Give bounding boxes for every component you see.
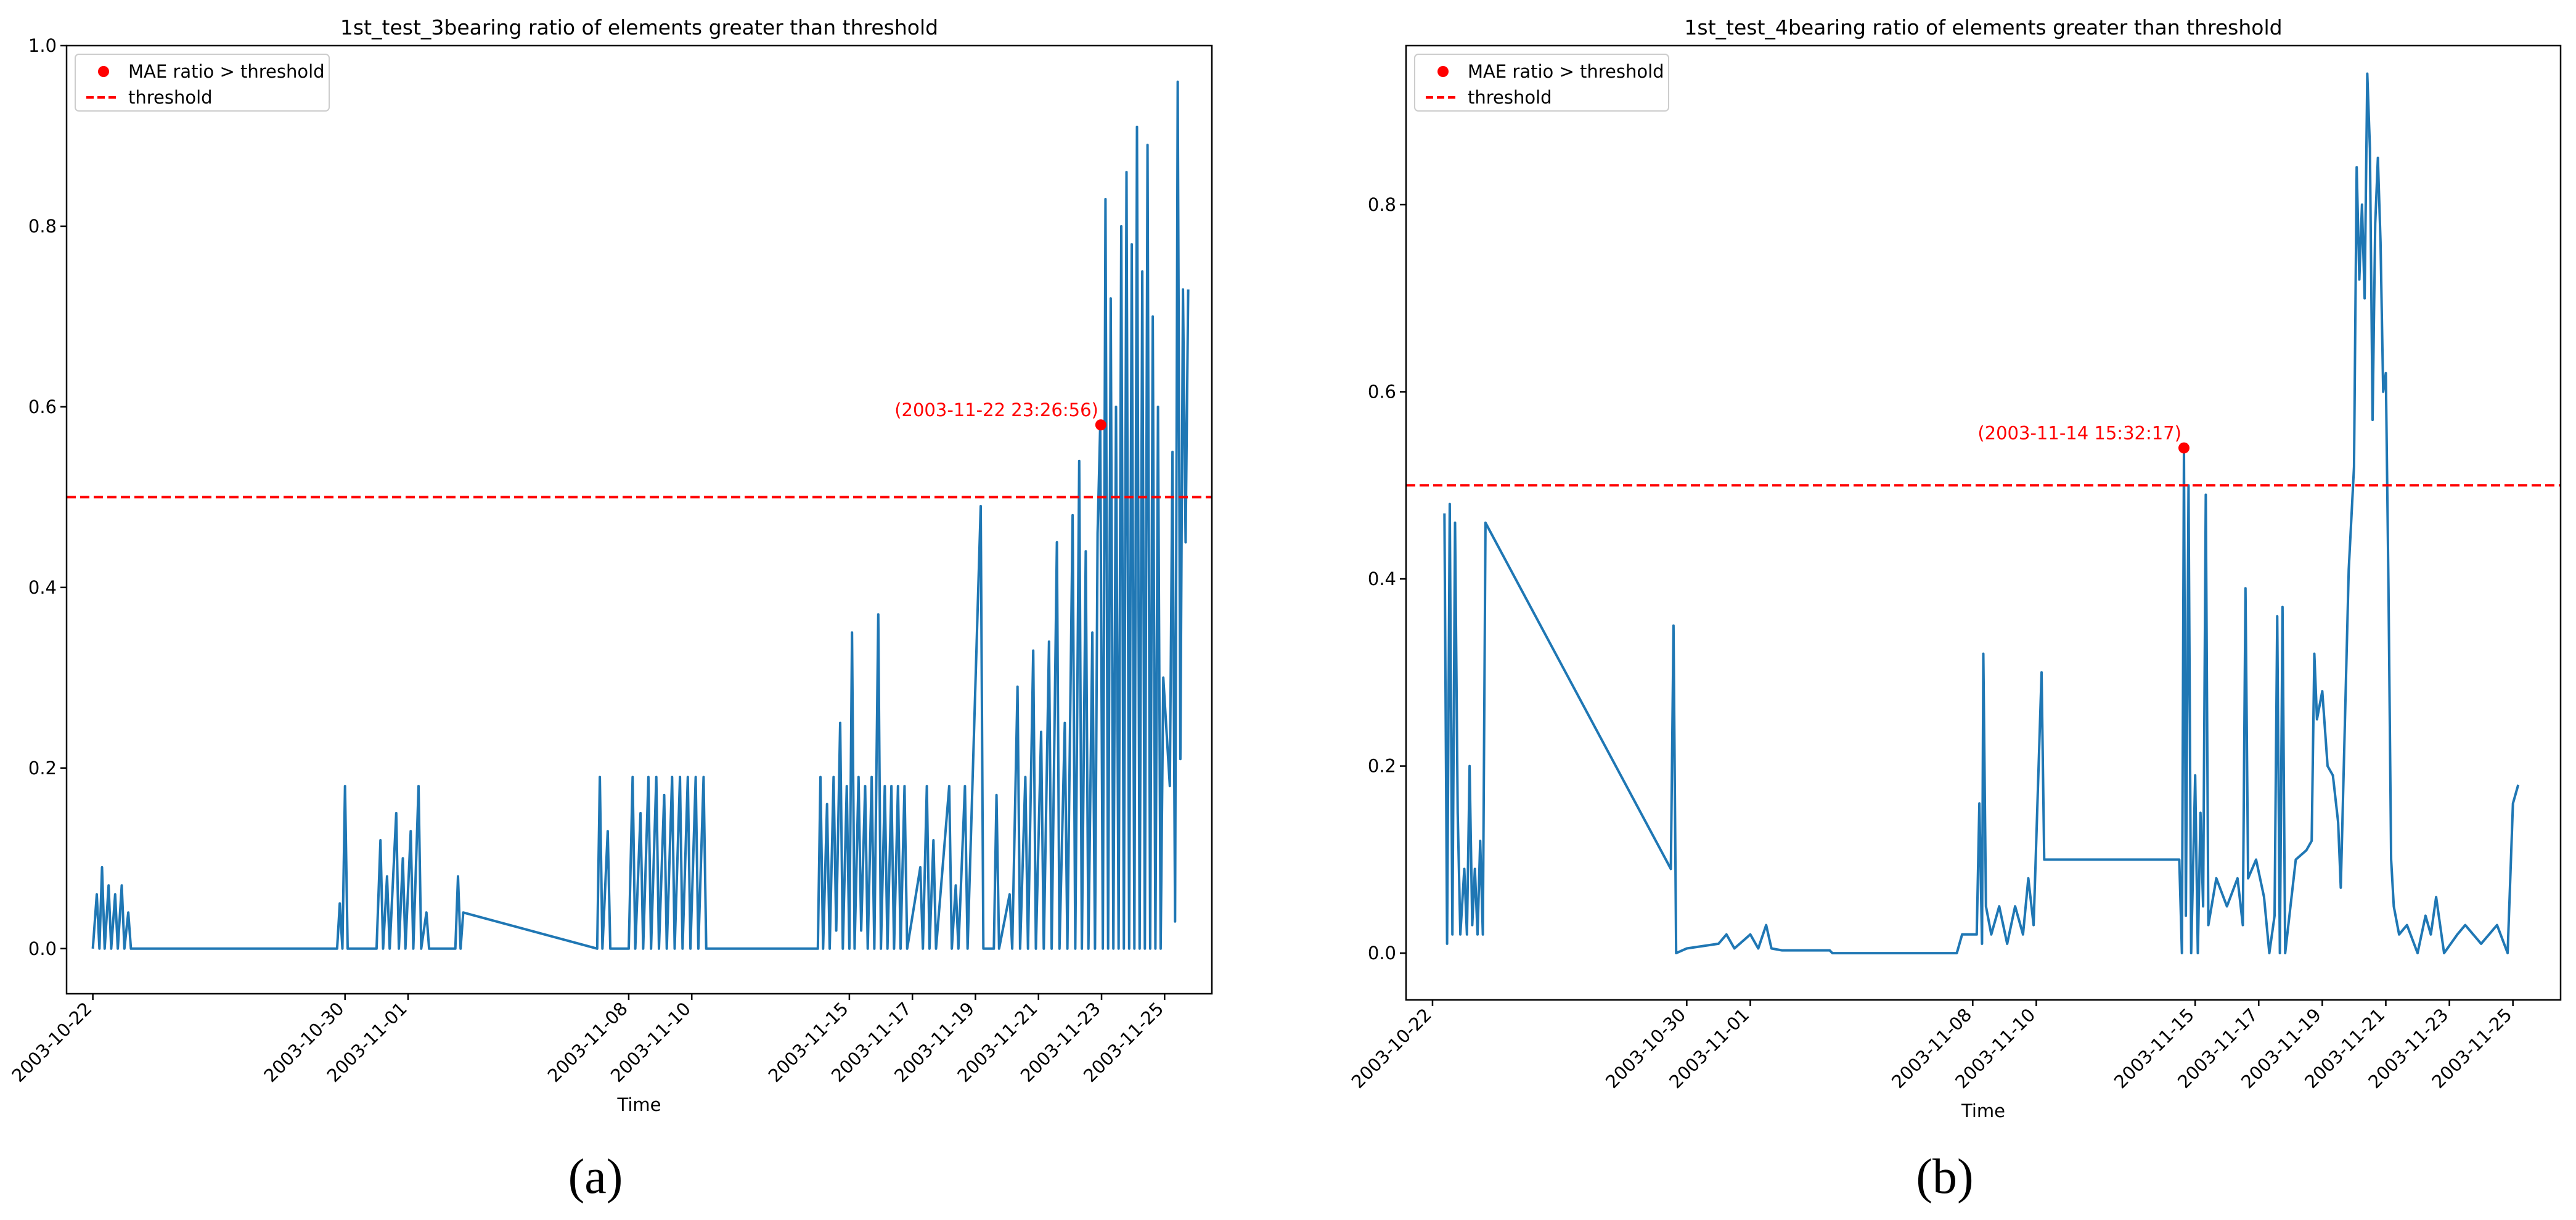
marker-annotation: (2003-11-22 23:26:56) xyxy=(894,399,1098,420)
y-tick-label: 0.2 xyxy=(1368,756,1396,777)
y-tick-label: 1.0 xyxy=(28,35,57,56)
data-series-line xyxy=(91,80,1190,950)
y-tick-label: 0.8 xyxy=(28,216,57,237)
legend-box xyxy=(1414,54,1669,112)
y-tick-label: 0.8 xyxy=(1368,194,1396,215)
y-tick-label: 0.4 xyxy=(28,577,57,598)
axes-frame xyxy=(65,44,1213,995)
x-axis-label: Time xyxy=(617,1094,661,1115)
legend-marker-swatch xyxy=(98,66,109,77)
legend-entry-threshold: threshold xyxy=(128,87,213,108)
chart-panel-a: 1st_test_3bearing ratio of elements grea… xyxy=(7,15,1213,1204)
y-tick-label: 0.6 xyxy=(1368,382,1396,403)
axes-frame xyxy=(1405,44,2562,1001)
legend-entry-marker: MAE ratio > threshold xyxy=(1468,61,1664,82)
chart-panel-b: 1st_test_4bearing ratio of elements grea… xyxy=(1347,15,2562,1204)
legend-marker-swatch xyxy=(1437,66,1449,77)
chart-title: 1st_test_4bearing ratio of elements grea… xyxy=(1684,15,2282,39)
x-tick-label: 2003-10-22 xyxy=(7,998,96,1086)
threshold-exceed-marker xyxy=(1095,419,1106,431)
plot-area xyxy=(1406,72,2561,955)
data-series-line xyxy=(1443,72,2520,955)
panel-caption: (b) xyxy=(1916,1150,1973,1204)
threshold-exceed-marker xyxy=(2178,442,2190,454)
legend-box xyxy=(75,54,330,112)
y-tick-label: 0.4 xyxy=(1368,568,1396,589)
x-axis-label: Time xyxy=(1961,1100,2005,1121)
x-tick-label: 2003-10-22 xyxy=(1347,1004,1436,1092)
y-tick-label: 0.6 xyxy=(28,396,57,417)
y-tick-label: 0.0 xyxy=(1368,943,1396,964)
marker-annotation: (2003-11-14 15:32:17) xyxy=(1977,423,2181,444)
y-tick-label: 0.2 xyxy=(28,758,57,779)
y-tick-label: 0.0 xyxy=(28,938,57,959)
plot-area xyxy=(67,80,1212,950)
chart-title: 1st_test_3bearing ratio of elements grea… xyxy=(340,15,938,39)
legend-entry-marker: MAE ratio > threshold xyxy=(128,61,325,82)
panel-caption: (a) xyxy=(568,1150,623,1204)
legend-entry-threshold: threshold xyxy=(1468,87,1552,108)
